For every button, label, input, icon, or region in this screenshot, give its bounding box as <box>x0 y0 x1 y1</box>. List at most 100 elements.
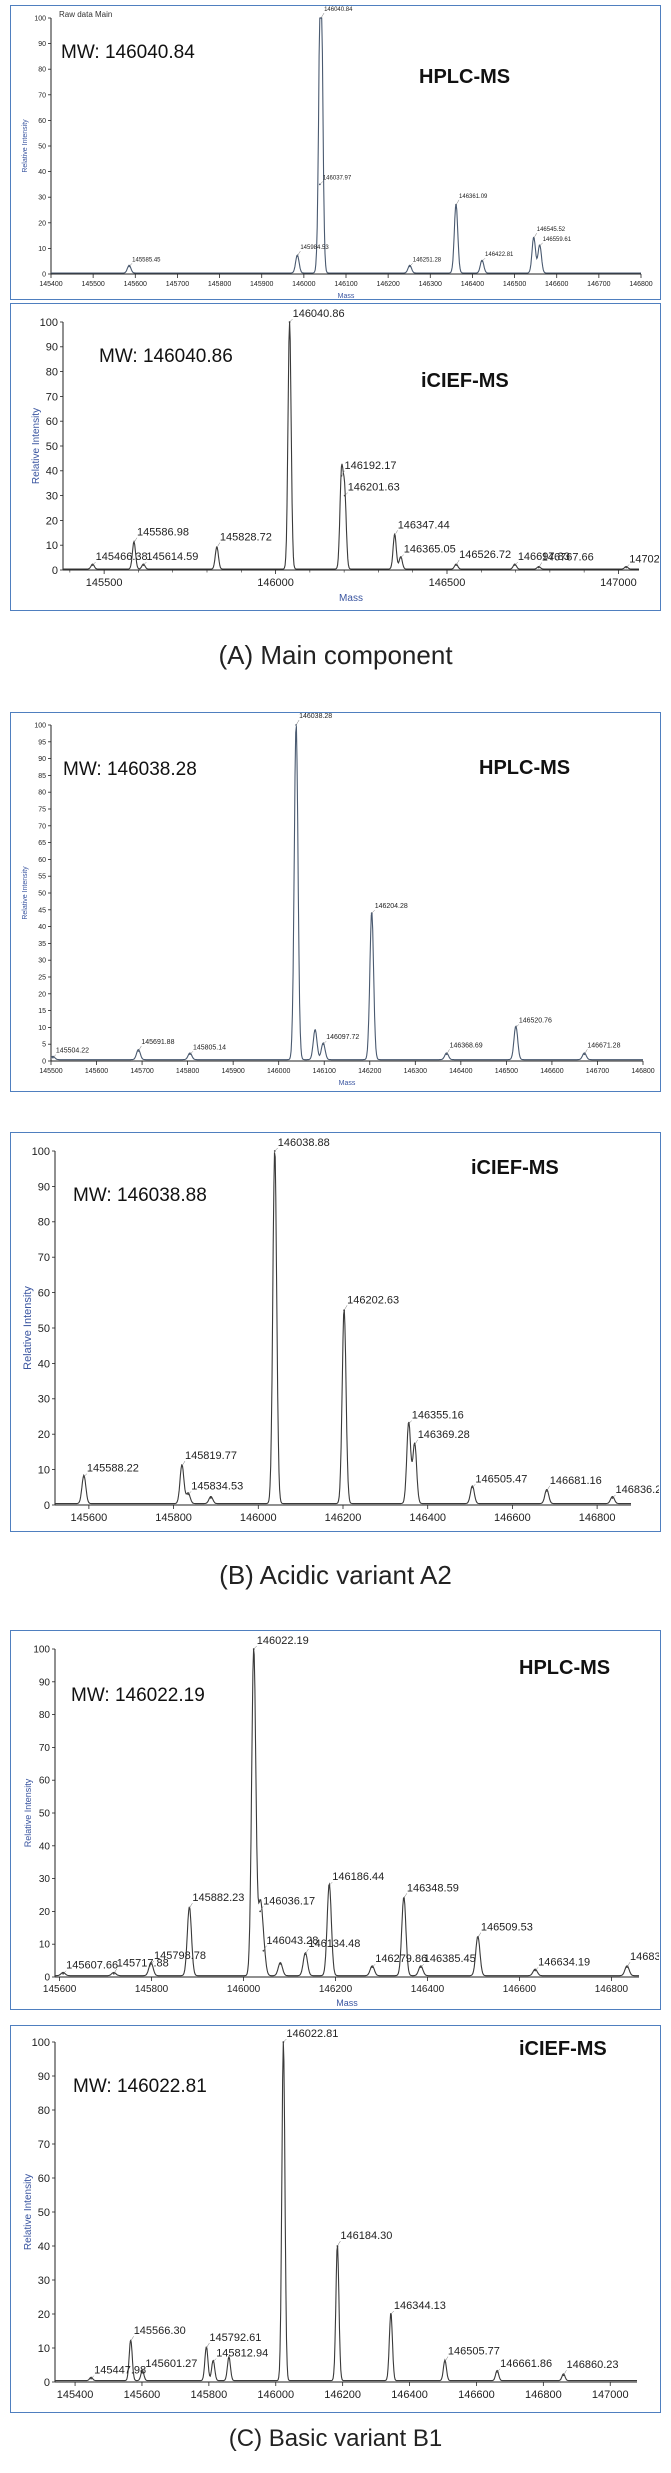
peak-leader <box>283 2038 287 2043</box>
peak-label: 146279.86 <box>375 1953 427 1965</box>
y-tick-label: 45 <box>38 907 46 914</box>
y-tick-label: 40 <box>38 2241 50 2253</box>
mw-label: MW: 146038.88 <box>73 1185 207 1206</box>
peak-label: 145691.88 <box>141 1039 174 1046</box>
x-tick-label: 146400 <box>409 1512 446 1524</box>
y-tick-label: 0 <box>44 1500 50 1512</box>
peak-label: 146204.28 <box>375 903 408 910</box>
peak-leader <box>481 258 486 262</box>
peak-leader <box>563 2370 567 2376</box>
y-tick-label: 0 <box>52 565 58 577</box>
y-tick-label: 50 <box>38 890 46 897</box>
method-label: HPLC-MS <box>479 757 571 779</box>
peak-leader <box>295 719 300 726</box>
y-tick-label: 40 <box>38 169 46 176</box>
peak-label: 146347.44 <box>398 519 450 531</box>
y-tick-label: 0 <box>44 2377 50 2389</box>
chart-b-icief-ms: 0 10 20 30 40 50 60 70 80 90 100 145600 145800 146000… <box>22 1137 659 1524</box>
y-tick-label: 35 <box>38 941 46 948</box>
x-tick-label: 145600 <box>124 2389 161 2401</box>
peak-label: 146661.86 <box>500 2358 552 2370</box>
peak-leader <box>319 181 324 185</box>
y-tick-label: 90 <box>38 756 46 763</box>
method-label: iCIEF-MS <box>471 1157 559 1179</box>
peak-label: 146097.72 <box>326 1034 359 1041</box>
peak-point <box>228 2357 230 2360</box>
peak-leader <box>263 1945 267 1951</box>
spectrum-trace <box>51 17 641 274</box>
y-tick-label: 60 <box>38 2173 50 2185</box>
x-tick-label: 145600 <box>71 1512 108 1524</box>
peak-leader <box>341 470 345 476</box>
y-tick-label: 80 <box>39 1710 51 1721</box>
x-tick-label: 145800 <box>191 2389 228 2401</box>
peak-leader <box>390 2310 395 2315</box>
y-tick-label: 20 <box>38 1429 50 1441</box>
spectrum-trace <box>55 1152 631 1505</box>
x-tick-label: 145600 <box>85 1068 108 1075</box>
peak-leader <box>539 242 543 247</box>
x-tick-label: 146200 <box>324 2389 361 2401</box>
x-tick-label: 145900 <box>250 281 273 288</box>
peak-leader <box>400 554 404 558</box>
y-tick-label: 50 <box>46 441 58 453</box>
chart-b-hplc-ms: 0 5 10 15 20 25 30 35 40 45 50 55 60 65 70 75 80 85 90 95 10… <box>22 713 655 1087</box>
y-axis-title: Relative Intensity <box>22 866 29 920</box>
peak-label: 145792.61 <box>209 2332 261 2344</box>
peak-label: 146634.19 <box>538 1956 590 1968</box>
peak-label: 146361.09 <box>459 194 488 200</box>
y-tick-label: 100 <box>34 722 46 729</box>
peak-leader <box>189 1902 193 1909</box>
peak-label: 145882.23 <box>192 1892 244 1904</box>
panel-c-hplc: 0 10 20 30 40 50 60 70 80 90 100 145600 145800 146000… <box>10 1630 661 2010</box>
spectrum-trace <box>50 726 643 1061</box>
peak-leader <box>189 1051 194 1055</box>
x-tick-label: 145600 <box>43 1984 77 1995</box>
x-tick-label: 146700 <box>587 281 610 288</box>
peak-leader <box>83 1473 88 1477</box>
peak-label: 146545.52 <box>537 227 566 233</box>
y-axis-title: Relative Intensity <box>22 1286 34 1370</box>
y-tick-label: 60 <box>39 1776 51 1787</box>
x-tick-label: 146800 <box>631 1068 654 1075</box>
peak-label: 145819.77 <box>185 1450 237 1462</box>
peak-label: 145585.45 <box>132 257 161 263</box>
x-tick-label: 146600 <box>545 281 568 288</box>
y-tick-label: 70 <box>38 823 46 830</box>
peak-label: 146365.05 <box>404 544 456 556</box>
y-tick-label: 40 <box>39 1841 51 1852</box>
raw-data-label: Raw data Main <box>59 10 113 19</box>
peak-label: 145586.98 <box>137 527 189 539</box>
peak-leader <box>533 233 537 239</box>
peak-leader <box>371 909 375 914</box>
mw-label: MW: 146040.86 <box>99 346 233 367</box>
peak-leader <box>626 1962 631 1968</box>
y-tick-label: 40 <box>46 466 58 478</box>
y-tick-label: 0 <box>44 1973 50 1984</box>
peak-label: 146037.97 <box>323 175 352 181</box>
peak-leader <box>216 542 221 548</box>
y-tick-label: 70 <box>38 2139 50 2151</box>
peak-label: 146201.63 <box>348 482 400 494</box>
peak-leader <box>477 1932 482 1938</box>
peak-label: 146040.84 <box>324 7 353 13</box>
x-tick-label: 145700 <box>130 1068 153 1075</box>
peak-leader <box>138 1045 142 1052</box>
peak-leader <box>181 1460 186 1467</box>
spectrum-trace <box>55 2041 637 2382</box>
mw-label: MW: 146022.81 <box>73 2076 207 2097</box>
peak-leader <box>188 1491 192 1495</box>
x-tick-label: 146000 <box>267 1068 290 1075</box>
y-tick-label: 30 <box>38 1394 50 1406</box>
x-tick-label: 146000 <box>227 1984 261 1995</box>
y-tick-label: 10 <box>38 1464 50 1476</box>
peak-leader <box>142 2368 146 2372</box>
peak-label: 145607.66 <box>66 1960 118 1972</box>
x-tick-label: 146400 <box>411 1984 445 1995</box>
peak-label: 146184.30 <box>340 2230 392 2242</box>
x-tick-label: 145900 <box>221 1068 244 1075</box>
y-tick-label: 40 <box>38 1358 50 1370</box>
peak-label: 145805.14 <box>193 1044 226 1051</box>
peak-leader <box>213 2358 217 2362</box>
y-tick-label: 70 <box>39 1743 51 1754</box>
